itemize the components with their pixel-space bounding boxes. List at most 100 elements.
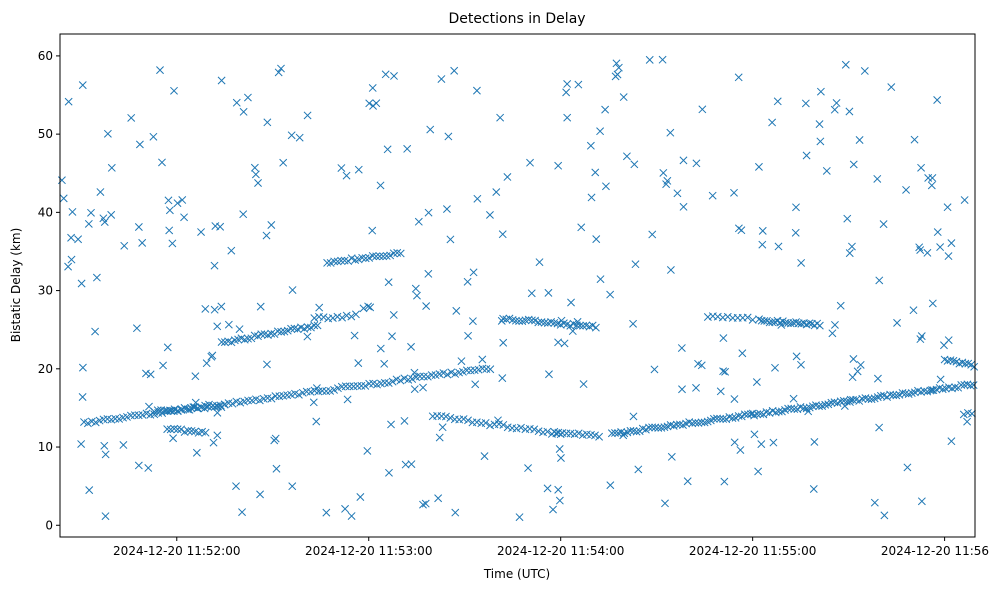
detection-point-344 xyxy=(827,398,836,407)
detection-point-342 xyxy=(821,400,830,409)
detection-point-552 xyxy=(804,407,813,416)
detection-point-455 xyxy=(67,255,76,264)
detection-point-104 xyxy=(486,365,495,374)
detection-point-731 xyxy=(287,131,296,140)
detection-point-439 xyxy=(173,199,182,208)
detection-point-327 xyxy=(774,407,783,416)
detection-point-454 xyxy=(841,60,850,69)
detection-point-567 xyxy=(555,445,564,453)
detection-point-749 xyxy=(573,317,582,326)
detection-point-442 xyxy=(169,434,178,443)
detection-point-463 xyxy=(556,454,565,462)
detection-point-737 xyxy=(791,228,800,237)
detection-point-281 xyxy=(632,427,641,436)
detection-point-763 xyxy=(496,113,505,122)
detection-point-488 xyxy=(683,477,692,486)
detection-point-384 xyxy=(951,383,960,392)
detection-point-587 xyxy=(777,321,786,329)
detection-point-523 xyxy=(960,196,969,204)
detection-point-67 xyxy=(341,382,350,391)
detection-point-268 xyxy=(579,321,588,330)
detection-point-628 xyxy=(730,188,738,197)
detection-point-712 xyxy=(601,105,610,114)
detection-point-390 xyxy=(969,381,978,390)
detection-point-458 xyxy=(927,386,936,395)
detection-point-725 xyxy=(692,383,700,392)
detection-point-629 xyxy=(902,185,911,194)
detection-point-466 xyxy=(720,477,729,486)
detection-point-491 xyxy=(666,266,675,274)
detection-point-598 xyxy=(217,302,226,311)
detection-point-670 xyxy=(933,228,942,237)
detection-point-323 xyxy=(762,408,771,417)
detection-point-620 xyxy=(315,303,324,312)
detection-point-720 xyxy=(424,269,433,278)
detection-point-777 xyxy=(679,156,688,165)
detection-point-480 xyxy=(736,446,745,454)
detection-point-239 xyxy=(386,251,395,260)
detection-point-564 xyxy=(587,193,596,202)
detection-point-592 xyxy=(134,223,143,231)
detection-point-216 xyxy=(333,312,342,321)
detection-point-191 xyxy=(250,331,259,340)
detection-point-468 xyxy=(698,105,707,114)
detection-point-129 xyxy=(170,424,179,433)
detection-point-155 xyxy=(499,420,508,429)
detection-point-386 xyxy=(957,381,966,389)
detection-point-624 xyxy=(59,194,68,203)
detection-point-679 xyxy=(719,334,728,343)
detection-point-502 xyxy=(503,173,512,181)
detection-point-289 xyxy=(657,423,666,432)
x-tick-label-4: 2024-12-20 11:56:00 xyxy=(881,544,989,558)
detection-point-250 xyxy=(521,316,530,325)
detection-point-314 xyxy=(734,412,743,420)
detection-point-395 xyxy=(723,312,732,321)
detection-point-759 xyxy=(279,158,288,167)
detection-point-456 xyxy=(678,385,686,394)
detection-point-550 xyxy=(262,360,271,369)
detection-point-534 xyxy=(363,446,372,455)
detection-point-673 xyxy=(887,83,896,92)
detection-point-563 xyxy=(840,402,849,410)
detection-point-211 xyxy=(310,314,319,323)
detection-point-131 xyxy=(177,425,186,434)
detection-point-478 xyxy=(410,385,419,394)
detection-point-448 xyxy=(792,203,800,212)
detection-point-595 xyxy=(845,107,854,116)
detection-point-596 xyxy=(77,279,86,288)
detection-point-457 xyxy=(262,231,271,240)
detection-point-578 xyxy=(312,384,321,393)
y-tick-label-2: 20 xyxy=(38,362,53,376)
detection-point-165 xyxy=(543,427,552,436)
detection-point-775 xyxy=(917,332,926,341)
detection-point-742 xyxy=(96,188,105,196)
detection-point-198 xyxy=(273,327,282,336)
detection-point-440 xyxy=(217,76,226,85)
detection-point-180 xyxy=(595,432,604,441)
detection-point-438 xyxy=(967,409,976,418)
detection-point-537 xyxy=(145,402,153,411)
detection-point-716 xyxy=(545,370,553,379)
detection-point-668 xyxy=(91,327,100,336)
detection-point-483 xyxy=(434,494,443,503)
detection-point-738 xyxy=(692,159,701,168)
detection-point-303 xyxy=(700,418,709,427)
detection-point-446 xyxy=(478,355,487,364)
detection-point-294 xyxy=(672,420,681,429)
detection-point-203 xyxy=(290,324,299,333)
detection-point-49 xyxy=(271,392,280,401)
detection-point-528 xyxy=(752,378,761,387)
detection-point-472 xyxy=(107,210,116,219)
detection-point-317 xyxy=(743,410,752,419)
detection-point-505 xyxy=(792,352,801,361)
detection-point-765 xyxy=(498,230,507,239)
detection-point-508 xyxy=(68,207,77,216)
detection-point-631 xyxy=(438,423,447,432)
detection-point-766 xyxy=(848,373,857,382)
detection-point-235 xyxy=(372,252,381,261)
detection-point-209 xyxy=(310,321,319,330)
detection-point-565 xyxy=(144,464,153,472)
detection-point-283 xyxy=(638,424,647,433)
detection-point-746 xyxy=(853,367,862,376)
